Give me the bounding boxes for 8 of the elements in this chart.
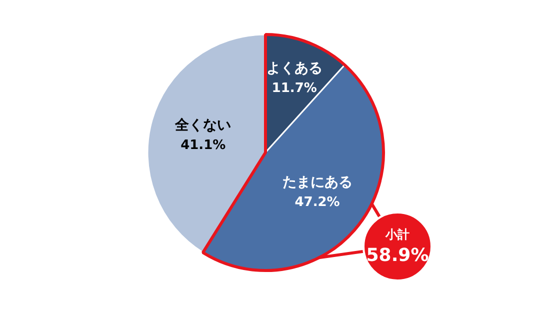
slice-label: たまにある: [282, 174, 352, 191]
slice-label: よくある: [266, 60, 322, 77]
slice-label: 全くない: [174, 118, 232, 134]
text: 小計: [384, 228, 410, 242]
data-label: 47.2%: [294, 195, 340, 210]
data-label: 41.1%: [180, 138, 226, 154]
text: 58.9%: [366, 245, 429, 266]
data-label: 11.7%: [272, 81, 317, 96]
